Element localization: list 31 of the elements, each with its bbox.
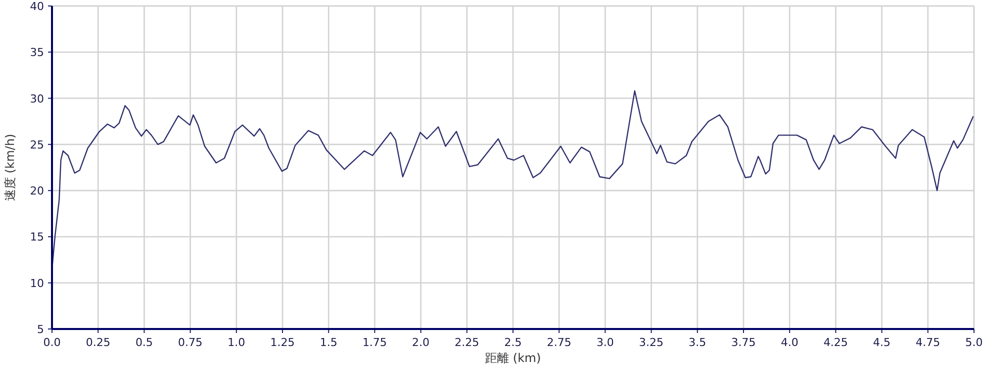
x-tick-label: 1.0 <box>228 336 246 349</box>
x-tick-label: 2.25 <box>454 336 480 349</box>
y-tick-label: 35 <box>30 46 44 60</box>
x-tick-label: 3.75 <box>731 336 756 349</box>
y-tick-label: 20 <box>30 184 44 198</box>
x-tick-label: 2.5 <box>504 336 522 349</box>
x-tick-label: 4.5 <box>873 336 891 349</box>
x-tick-label: 3.25 <box>639 336 664 349</box>
x-tick-label: 5.0 <box>965 336 983 349</box>
x-tick-label: 1.5 <box>320 336 338 349</box>
x-tick-label: 4.75 <box>916 336 940 349</box>
x-axis-title: 距離 (km) <box>485 351 541 365</box>
y-axis-title: 速度 (km/h) <box>3 134 17 202</box>
y-tick-label: 10 <box>30 276 44 290</box>
x-tick-label: 4.0 <box>780 336 798 349</box>
x-tick-label: 1.25 <box>270 336 295 349</box>
y-tick-label: 40 <box>30 0 44 13</box>
x-tick-label: 0.75 <box>178 336 203 349</box>
y-tick-label: 25 <box>30 138 44 152</box>
x-tick-label: 2.75 <box>546 336 572 349</box>
y-tick-label: 5 <box>37 323 44 336</box>
x-tick-label: 0.25 <box>86 336 110 349</box>
x-tick-label: 1.75 <box>362 336 387 349</box>
x-tick-label: 3.0 <box>596 336 614 349</box>
y-tick-label: 30 <box>30 92 44 106</box>
x-tick-label: 4.25 <box>823 336 848 349</box>
x-tick-label: 0.5 <box>135 336 153 349</box>
y-tick-label: 15 <box>30 230 44 244</box>
x-tick-label: 0.0 <box>43 336 61 349</box>
x-tick-label: 3.5 <box>688 336 706 349</box>
x-tick-label: 2.0 <box>412 336 430 349</box>
